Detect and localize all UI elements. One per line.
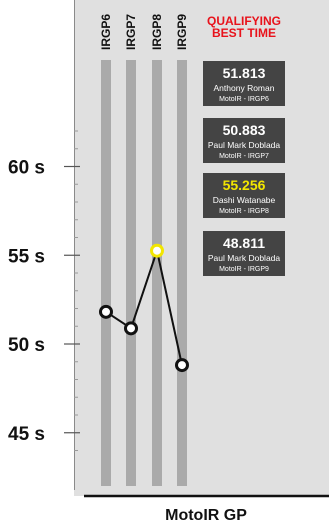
annotation-background bbox=[203, 231, 285, 276]
data-point-highlight bbox=[150, 243, 164, 258]
y-tick-label: 50 s bbox=[8, 335, 45, 356]
annotation-background bbox=[203, 173, 285, 218]
footer-label: MotoIR GP bbox=[165, 507, 247, 524]
column-label: IRGP9 bbox=[175, 14, 189, 50]
annotation-rider: Anthony Roman bbox=[214, 83, 275, 93]
annotation-session: MotoIR - IRGP6 bbox=[219, 96, 269, 103]
column-bar bbox=[177, 60, 187, 486]
annotation-time: 55.256 bbox=[223, 177, 266, 193]
footer-band bbox=[84, 498, 329, 531]
data-point bbox=[175, 358, 189, 373]
annotation-session: MotoIR - IRGP7 bbox=[219, 153, 269, 160]
annotation-time: 51.813 bbox=[223, 65, 266, 81]
annotation-session: MotoIR - IRGP9 bbox=[219, 266, 269, 273]
annotation-rider: Paul Mark Doblada bbox=[208, 140, 281, 150]
column-label: IRGP8 bbox=[150, 14, 164, 50]
column-bar bbox=[101, 60, 111, 486]
annotation-box: 51.813 Anthony Roman MotoIR - IRGP6 bbox=[203, 61, 285, 106]
column-label: IRGP7 bbox=[124, 14, 138, 50]
data-point bbox=[99, 304, 113, 319]
column-bar bbox=[126, 60, 136, 486]
y-tick-label: 45 s bbox=[8, 424, 45, 445]
data-point bbox=[124, 321, 138, 336]
y-tick-label: 55 s bbox=[8, 246, 45, 267]
column-label: IRGP6 bbox=[99, 14, 113, 50]
chart-title: QUALIFYING BEST TIME bbox=[207, 14, 281, 40]
annotation-background bbox=[203, 118, 285, 163]
annotation-rider: Paul Mark Doblada bbox=[208, 253, 281, 263]
column-bar bbox=[152, 60, 162, 486]
annotation-time: 48.811 bbox=[223, 235, 265, 251]
annotation-box: 48.811 Paul Mark Doblada MotoIR - IRGP9 bbox=[203, 231, 285, 276]
series-line bbox=[105, 246, 183, 366]
y-tick-label: 60 s bbox=[8, 158, 45, 179]
chart-panel bbox=[74, 0, 329, 496]
annotation-time: 50.883 bbox=[223, 122, 266, 138]
annotation-box: 50.883 Paul Mark Doblada MotoIR - IRGP7 bbox=[203, 118, 285, 163]
annotation-rider: Dashi Watanabe bbox=[213, 195, 276, 205]
annotation-background bbox=[203, 61, 285, 106]
annotation-session: MotoIR - IRGP8 bbox=[219, 208, 269, 215]
annotation-box: 55.256 Dashi Watanabe MotoIR - IRGP8 bbox=[203, 173, 285, 218]
